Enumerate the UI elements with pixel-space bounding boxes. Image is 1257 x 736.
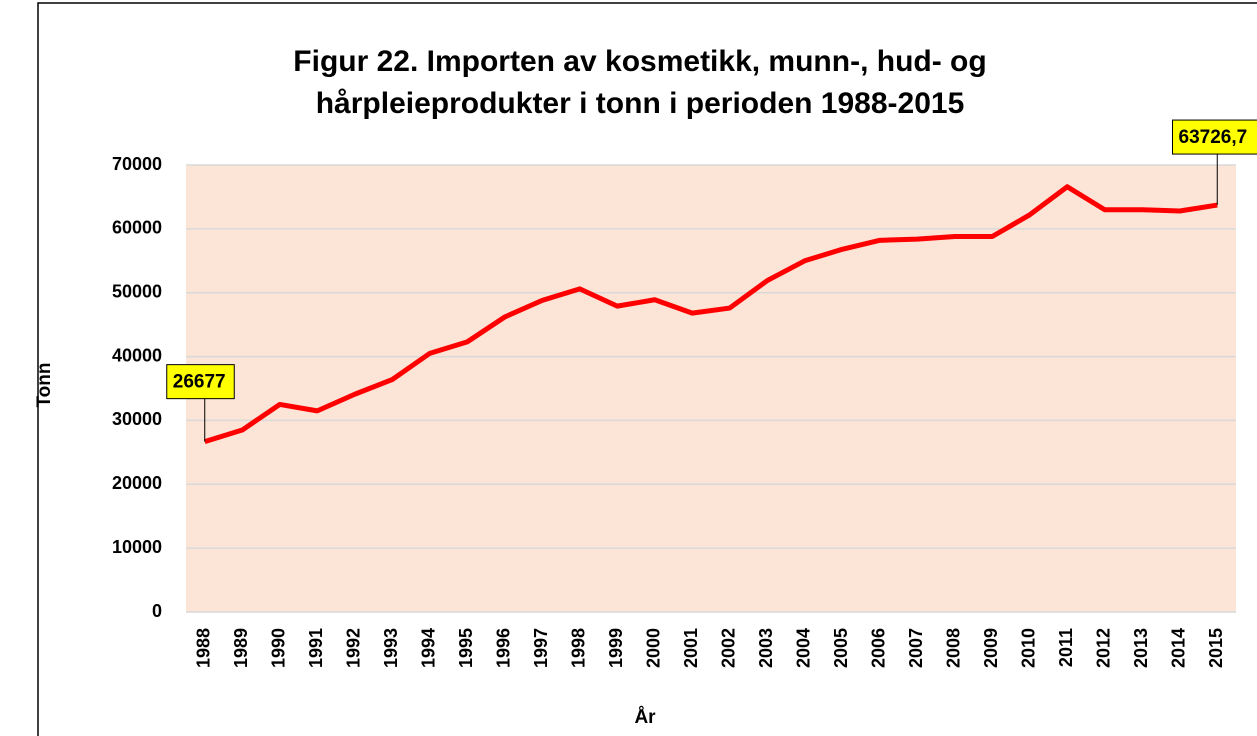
x-tick-label: 2011 — [1056, 628, 1076, 667]
x-tick-label: 2000 — [644, 628, 664, 668]
x-tick-label: 2015 — [1206, 628, 1226, 668]
x-tick-label: 2013 — [1131, 628, 1151, 668]
x-axis-label: År — [634, 707, 656, 728]
y-tick-label: 20000 — [112, 473, 162, 493]
y-tick-label: 70000 — [112, 154, 162, 174]
chart-title: Figur 22. Importen av kosmetikk, munn-, … — [293, 45, 986, 78]
x-tick-label: 1995 — [456, 628, 476, 668]
label-box — [166, 364, 235, 400]
x-tick-label: 1997 — [531, 628, 551, 668]
x-tick-label: 1991 — [306, 628, 326, 668]
x-tick-label: 2003 — [756, 628, 776, 668]
y-tick-label: 0 — [152, 601, 162, 621]
x-tick-label: 2009 — [981, 628, 1001, 668]
x-tick-label: 2008 — [944, 628, 964, 668]
x-tick-label: 2007 — [906, 628, 926, 668]
label-box — [1172, 119, 1257, 155]
x-tick-label: 1990 — [269, 628, 289, 668]
x-tick-label: 2002 — [719, 628, 739, 668]
y-tick-label: 40000 — [112, 345, 162, 365]
data-label: 26677 — [173, 372, 226, 393]
x-tick-label: 1989 — [231, 628, 251, 668]
x-tick-label: 2010 — [1019, 628, 1039, 668]
x-tick-label: 2012 — [1094, 628, 1114, 668]
y-tick-label: 30000 — [112, 409, 162, 429]
y-tick-label: 10000 — [112, 537, 162, 557]
chart-subtitle: hårpleieprodukter i tonn i perioden 1988… — [316, 87, 965, 120]
x-tick-label: 2014 — [1169, 628, 1189, 668]
x-tick-label: 1988 — [194, 628, 214, 668]
y-tick-label: 50000 — [112, 281, 162, 301]
x-tick-label: 2001 — [681, 628, 701, 668]
data-label: 63726,7 — [1179, 127, 1248, 148]
plot-area — [186, 165, 1236, 612]
line-series — [204, 184, 1218, 445]
x-tick-label: 1999 — [606, 628, 626, 668]
y-axis-label: Tonn — [34, 362, 55, 407]
x-tick-label: 2005 — [831, 628, 851, 668]
x-tick-label: 2006 — [869, 628, 889, 668]
x-tick-label: 1998 — [569, 628, 589, 668]
x-tick-label: 1993 — [381, 628, 401, 668]
y-tick-label: 60000 — [112, 218, 162, 238]
x-tick-label: 1994 — [419, 628, 439, 668]
x-tick-label: 2004 — [794, 628, 814, 668]
x-tick-label: 1992 — [344, 628, 364, 668]
x-tick-label: 1996 — [494, 628, 514, 668]
